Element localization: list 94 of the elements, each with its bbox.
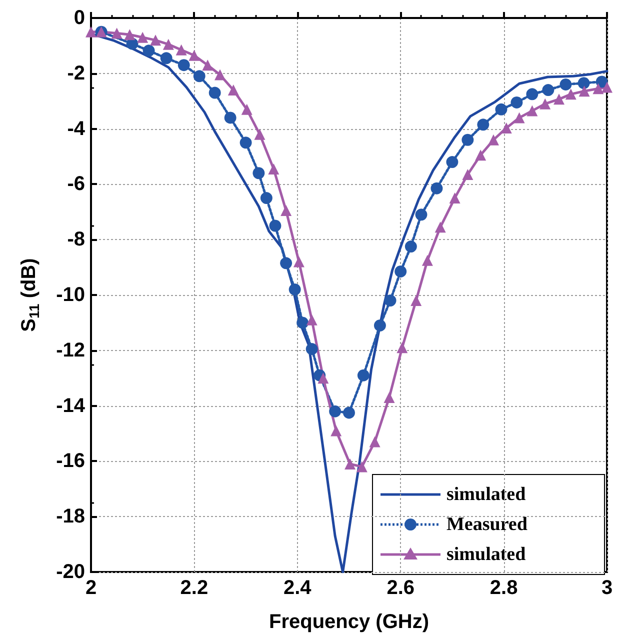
point (446, 156, 458, 168)
y-tick-label: -16 (56, 450, 85, 472)
point (344, 458, 356, 470)
y-tick-label: 0 (74, 7, 85, 29)
y-tick-label: -6 (67, 173, 85, 196)
point (510, 96, 523, 108)
y-tick-label: -20 (56, 561, 85, 583)
point (293, 256, 304, 268)
point (288, 283, 301, 296)
point (214, 69, 226, 80)
point (602, 82, 612, 93)
point (86, 26, 96, 38)
point (384, 392, 395, 403)
point (306, 314, 318, 326)
point (178, 59, 190, 72)
point (592, 83, 604, 94)
point (396, 342, 408, 354)
point (306, 343, 318, 356)
point (202, 60, 214, 71)
y-tick-label: -18 (56, 506, 85, 528)
point (188, 50, 200, 61)
point (462, 134, 474, 146)
point (343, 406, 355, 419)
point (356, 461, 368, 472)
point (142, 44, 155, 57)
point (514, 112, 525, 124)
y-tick-label: -10 (56, 284, 85, 306)
x-tick-label: 2.4 (283, 577, 312, 599)
point (260, 192, 272, 204)
point (526, 105, 538, 116)
x-axis-title: Frequency (GHz) (268, 611, 430, 633)
y-tick-label: -4 (67, 118, 86, 140)
x-tick-label: 2.6 (386, 577, 415, 599)
point (269, 220, 282, 232)
point (280, 205, 292, 216)
point (540, 98, 551, 110)
point (374, 319, 386, 332)
point (228, 84, 239, 96)
point (150, 34, 161, 46)
point (241, 104, 252, 115)
point (160, 52, 172, 64)
point (410, 295, 422, 306)
point (475, 150, 486, 161)
point (578, 77, 590, 90)
point (240, 136, 252, 149)
legend-label: Measured (446, 514, 528, 535)
point (560, 78, 572, 90)
point (330, 425, 342, 436)
point (268, 163, 280, 174)
point (462, 169, 474, 180)
point (449, 192, 460, 204)
legend-label: simulated (446, 544, 526, 565)
point (162, 38, 174, 50)
point (578, 86, 590, 97)
point (384, 294, 396, 307)
point (369, 436, 380, 448)
point (329, 405, 342, 418)
point (554, 94, 565, 105)
x-tick-label: 2 (85, 577, 97, 599)
point (526, 88, 538, 100)
point (495, 103, 508, 116)
y-tick-label: -12 (56, 339, 85, 362)
point (111, 28, 122, 39)
point (137, 32, 148, 43)
point (296, 316, 309, 329)
point (500, 122, 512, 134)
point (208, 86, 221, 99)
point (477, 118, 490, 131)
y-tick-label: -2 (67, 62, 85, 84)
x-tick-label: 3 (601, 577, 613, 599)
point (488, 134, 499, 146)
point (254, 128, 266, 140)
point (542, 84, 554, 96)
point (415, 208, 428, 221)
y-axis-title: S11 (dB) (18, 258, 42, 332)
point (193, 70, 206, 82)
x-tick-label: 2.8 (490, 577, 518, 599)
point (176, 44, 187, 56)
point (124, 29, 136, 40)
point (430, 182, 443, 194)
point (280, 257, 292, 270)
point (224, 112, 236, 124)
point (318, 372, 329, 384)
point (404, 240, 417, 253)
legend-label: simulated (446, 484, 526, 505)
y-tick-label: -8 (67, 228, 85, 251)
point (252, 167, 265, 180)
y-tick-label: -14 (56, 394, 86, 417)
point (434, 222, 446, 233)
x-tick-label: 2.2 (180, 577, 208, 599)
point (422, 254, 433, 266)
point (357, 369, 370, 382)
point (394, 265, 407, 278)
point (565, 88, 576, 100)
